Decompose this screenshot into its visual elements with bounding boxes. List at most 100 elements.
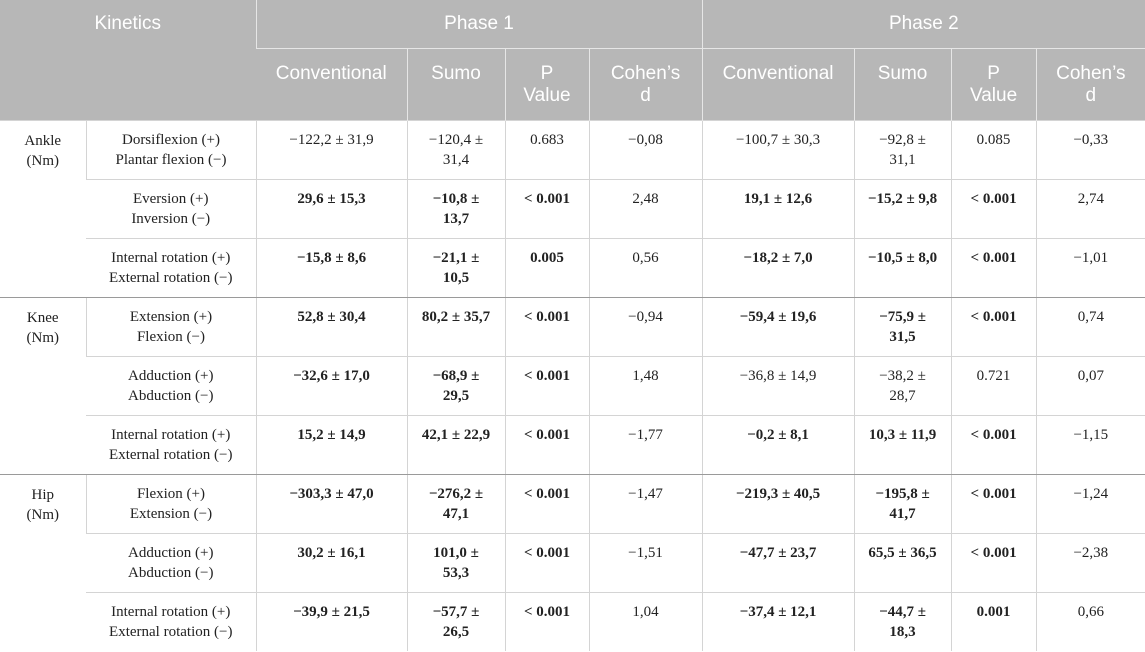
table-cell: −57,7 ± 26,5: [406, 591, 505, 651]
column-header: P Value: [950, 47, 1037, 120]
table-row: Internal rotation (+) External rotation …: [0, 414, 1145, 475]
column-header: Cohen’s d: [1035, 47, 1145, 120]
table-cell: 0,74: [1035, 296, 1145, 356]
table-cell: −36,8 ± 14,9: [701, 355, 855, 415]
measure-label: Eversion (+) Inversion (−): [86, 178, 256, 238]
table-cell: −2,38: [1035, 532, 1145, 592]
table-cell: −122,2 ± 31,9: [255, 119, 407, 179]
table-cell: −21,1 ± 10,5: [406, 237, 505, 298]
table-cell: −303,3 ± 47,0: [255, 473, 407, 533]
table-cell: −15,2 ± 9,8: [853, 178, 952, 238]
table-cell: −219,3 ± 40,5: [701, 473, 855, 533]
table-cell: −100,7 ± 30,3: [701, 119, 855, 179]
table-cell: < 0.001: [950, 178, 1037, 238]
header-phase-1: Phase 1: [255, 0, 703, 48]
table-cell: −276,2 ± 47,1: [406, 473, 505, 533]
table-cell: −15,8 ± 8,6: [255, 237, 407, 298]
table-cell: 1,48: [588, 355, 703, 415]
header-kinetics: Kinetics: [0, 0, 256, 120]
column-header: Conventional: [256, 47, 407, 120]
measure-label: Internal rotation (+) External rotation …: [86, 237, 256, 298]
table-cell: −47,7 ± 23,7: [701, 532, 855, 592]
table-cell: −92,8 ± 31,1: [853, 119, 952, 179]
table-cell: < 0.001: [504, 473, 589, 533]
joint-label: Ankle (Nm): [0, 119, 86, 297]
table-cell: < 0.001: [504, 591, 589, 651]
table-cell: < 0.001: [950, 237, 1037, 298]
table-row: Hip (Nm) Flexion (+) Extension (−) −303,3 …: [0, 473, 1145, 651]
measure-label: Flexion (+) Extension (−): [85, 473, 256, 533]
column-header: Cohen’s d: [588, 47, 703, 120]
table-cell: −1,15: [1035, 414, 1145, 475]
table-cell: −0,2 ± 8,1: [701, 414, 855, 475]
table-cell: −59,4 ± 19,6: [701, 296, 855, 356]
table-cell: −37,4 ± 12,1: [701, 591, 855, 651]
column-header: Conventional: [701, 47, 855, 120]
table-cell: < 0.001: [950, 296, 1037, 356]
table-cell: 0.683: [504, 119, 589, 179]
table-cell: −10,5 ± 8,0: [853, 237, 952, 298]
table-row: Internal rotation (+) External rotation …: [0, 237, 1145, 298]
table-cell: −32,6 ± 17,0: [255, 355, 407, 415]
column-header: Sumo: [406, 47, 505, 120]
table-cell: −195,8 ± 41,7: [853, 473, 952, 533]
table-cell: 42,1 ± 22,9: [406, 414, 505, 475]
table-cell: 52,8 ± 30,4: [255, 296, 407, 356]
table-cell: 65,5 ± 36,5: [853, 532, 952, 592]
table-cell: −0,94: [588, 296, 703, 356]
table-cell: −1,47: [588, 473, 703, 533]
table-cell: < 0.001: [504, 532, 589, 592]
table-cell: < 0.001: [950, 473, 1037, 533]
table-cell: 80,2 ± 35,7: [406, 296, 505, 356]
table-cell: 0,56: [588, 237, 703, 298]
table-cell: −0,33: [1035, 119, 1145, 179]
table-row: Internal rotation (+) External rotation …: [0, 591, 1145, 651]
column-header: Sumo: [853, 47, 952, 120]
table-cell: −1,77: [588, 414, 703, 475]
table-cell: −1,01: [1035, 237, 1145, 298]
measure-label: Adduction (+) Abduction (−): [86, 355, 256, 415]
table-cell: 0,07: [1035, 355, 1145, 415]
table-cell: −18,2 ± 7,0: [701, 237, 855, 298]
table-cell: 10,3 ± 11,9: [853, 414, 952, 475]
table-cell: −44,7 ± 18,3: [853, 591, 952, 651]
table-cell: < 0.001: [950, 532, 1037, 592]
table-row: Adduction (+) Abduction (−) −32,6 ± 17,0−…: [0, 355, 1145, 415]
column-header: P Value: [504, 47, 589, 120]
table-row: Eversion (+) Inversion (−) 29,6 ± 15,3 −10…: [0, 178, 1145, 238]
table-cell: < 0.001: [504, 355, 589, 415]
table-cell: 0.001: [950, 591, 1037, 651]
table-cell: 0.005: [504, 237, 589, 298]
table-row: Adduction (+) Abduction (−) 30,2 ± 16,1 10…: [0, 532, 1145, 592]
header-phase-2: Phase 2: [701, 0, 1145, 48]
table-cell: 30,2 ± 16,1: [255, 532, 407, 592]
table-cell: 2,74: [1035, 178, 1145, 238]
table-cell: 19,1 ± 12,6: [701, 178, 855, 238]
table-cell: −10,8 ± 13,7: [406, 178, 505, 238]
table-cell: < 0.001: [504, 178, 589, 238]
joint-label: Knee (Nm): [0, 296, 86, 474]
measure-label: Extension (+) Flexion (−): [85, 296, 256, 356]
table-cell: 0.721: [950, 355, 1037, 415]
table-cell: −0,08: [588, 119, 703, 179]
measure-label: Dorsiflexion (+) Plantar flexion (−): [85, 119, 256, 179]
measure-label: Internal rotation (+) External rotation …: [86, 414, 256, 475]
table-cell: < 0.001: [504, 296, 589, 356]
table-cell: 29,6 ± 15,3: [255, 178, 407, 238]
measure-label: Internal rotation (+) External rotation …: [86, 591, 256, 651]
table-cell: 101,0 ± 53,3: [406, 532, 505, 592]
table-cell: 1,04: [588, 591, 703, 651]
table-cell: −1,51: [588, 532, 703, 592]
table-cell: 2,48: [588, 178, 703, 238]
table-cell: 15,2 ± 14,9: [255, 414, 407, 475]
table-cell: −39,9 ± 21,5: [255, 591, 407, 651]
joint-label: Hip (Nm): [0, 473, 86, 651]
table-cell: −68,9 ± 29,5: [406, 355, 505, 415]
table-cell: < 0.001: [950, 414, 1037, 475]
table-cell: −75,9 ± 31,5: [853, 296, 952, 356]
table-row: Knee (Nm) Extension (+) Flexion (−) 52,8 ±…: [0, 296, 1145, 474]
table-cell: 0.085: [950, 119, 1037, 179]
table-cell: < 0.001: [504, 414, 589, 475]
table-cell: −1,24: [1035, 473, 1145, 533]
